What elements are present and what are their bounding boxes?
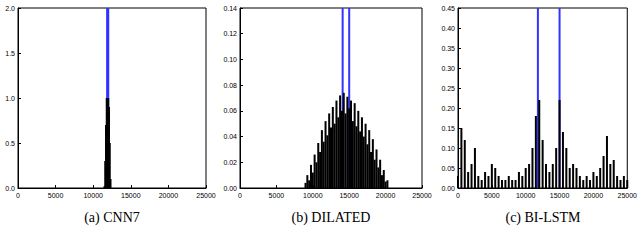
svg-text:20000: 20000 <box>376 192 396 199</box>
svg-text:0: 0 <box>456 192 460 199</box>
svg-text:25000: 25000 <box>618 192 638 199</box>
svg-text:15000: 15000 <box>550 192 570 199</box>
svg-text:0.04: 0.04 <box>223 133 237 140</box>
svg-text:20000: 20000 <box>159 192 179 199</box>
svg-text:0.12: 0.12 <box>223 30 237 37</box>
svg-text:0.20: 0.20 <box>441 105 455 112</box>
svg-text:0.10: 0.10 <box>441 145 455 152</box>
svg-text:0.08: 0.08 <box>223 82 237 89</box>
svg-text:5000: 5000 <box>484 192 500 199</box>
svg-text:10000: 10000 <box>516 192 536 199</box>
svg-text:5000: 5000 <box>269 192 285 199</box>
svg-text:20000: 20000 <box>584 192 604 199</box>
svg-text:25000: 25000 <box>196 192 216 199</box>
svg-text:0.30: 0.30 <box>441 65 455 72</box>
svg-text:1.5: 1.5 <box>5 50 15 57</box>
svg-text:15000: 15000 <box>339 192 359 199</box>
svg-text:0.40: 0.40 <box>441 25 455 32</box>
svg-text:15000: 15000 <box>121 192 141 199</box>
svg-text:(c) BI-LSTM: (c) BI-LSTM <box>505 210 581 226</box>
svg-text:10000: 10000 <box>303 192 323 199</box>
svg-text:0.14: 0.14 <box>223 5 237 12</box>
svg-text:0.15: 0.15 <box>441 125 455 132</box>
svg-text:0.02: 0.02 <box>223 159 237 166</box>
svg-text:0.25: 0.25 <box>441 85 455 92</box>
svg-text:0.5: 0.5 <box>5 140 15 147</box>
svg-text:0.00: 0.00 <box>223 185 237 192</box>
svg-text:0.00: 0.00 <box>441 185 455 192</box>
svg-text:0.06: 0.06 <box>223 107 237 114</box>
svg-text:10000: 10000 <box>83 192 103 199</box>
svg-text:0.0: 0.0 <box>5 185 15 192</box>
svg-text:0: 0 <box>16 192 20 199</box>
svg-text:(b) DILATED: (b) DILATED <box>292 210 371 226</box>
svg-text:5000: 5000 <box>48 192 64 199</box>
svg-text:0.05: 0.05 <box>441 165 455 172</box>
svg-text:0.35: 0.35 <box>441 45 455 52</box>
svg-text:0: 0 <box>238 192 242 199</box>
svg-text:2.0: 2.0 <box>5 5 15 12</box>
svg-text:0.45: 0.45 <box>441 5 455 12</box>
svg-text:0.10: 0.10 <box>223 56 237 63</box>
svg-text:1.0: 1.0 <box>5 95 15 102</box>
svg-text:(a) CNN7: (a) CNN7 <box>84 210 140 226</box>
svg-text:25000: 25000 <box>412 192 432 199</box>
